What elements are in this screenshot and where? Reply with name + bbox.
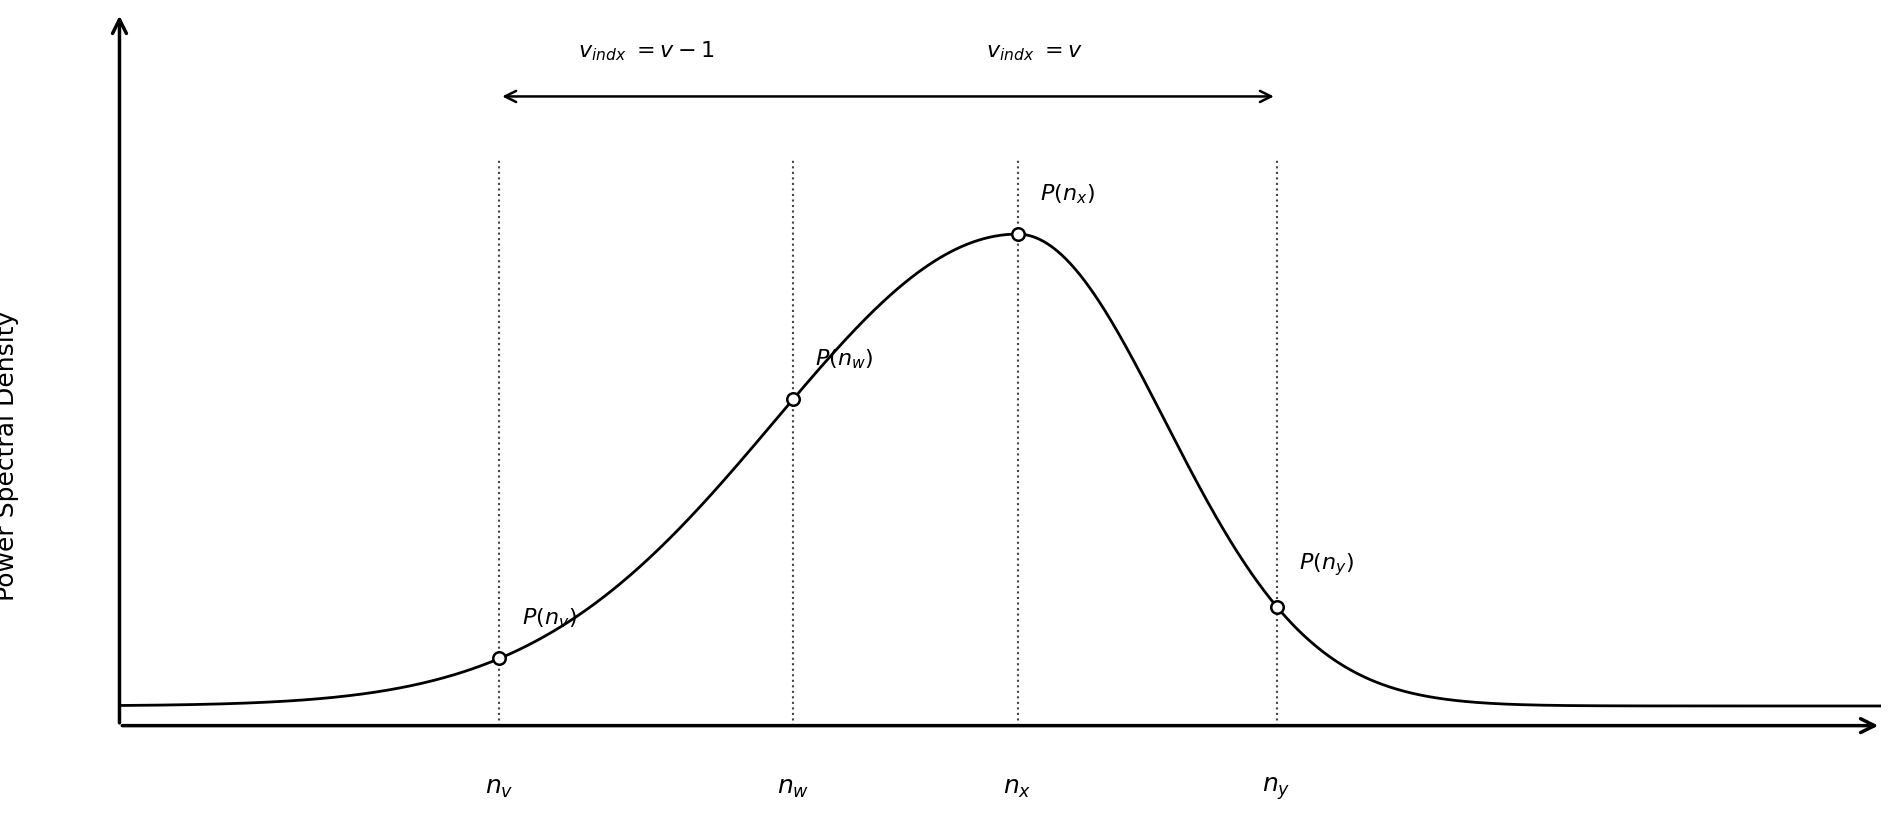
Text: $P(n_y)$: $P(n_y)$: [1300, 551, 1353, 577]
Text: $P(n_x)$: $P(n_x)$: [1040, 182, 1095, 205]
Text: $P(n_v)$: $P(n_v)$: [521, 605, 576, 629]
Text: $n_v$: $n_v$: [485, 775, 514, 799]
Text: $v_{indx}\ =v$: $v_{indx}\ =v$: [985, 43, 1084, 63]
Text: $P(n_w)$: $P(n_w)$: [815, 347, 874, 370]
Text: $n_w$: $n_w$: [777, 775, 809, 799]
Text: Power Spectral Density: Power Spectral Density: [0, 310, 19, 600]
Text: $v_{indx}\ =v-1$: $v_{indx}\ =v-1$: [578, 40, 714, 63]
Text: $n_x$: $n_x$: [1002, 775, 1031, 799]
Text: $n_y$: $n_y$: [1262, 775, 1290, 802]
